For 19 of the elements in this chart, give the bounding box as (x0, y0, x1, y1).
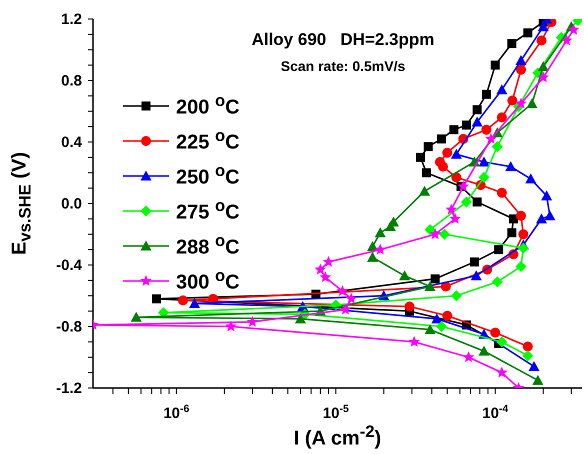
x-tick-label: 10$^{-6}$ (163, 403, 190, 422)
y-tick-label: -1.2 (56, 380, 82, 397)
text: Alloy 690 DH=2.3ppm (250, 30, 436, 50)
y-tick-label: -0.8 (56, 318, 82, 336)
legend-label: 200 $^{o}$C (176, 91, 240, 120)
y-tick-label: 0.4 (61, 134, 83, 151)
y-tick-label: 0.0 (61, 196, 82, 212)
x-tick-label: 10$^{-5}$ (322, 403, 349, 422)
y-tick-label: 1.2 (61, 11, 82, 28)
legend-label: 300 $^{o}$C (176, 266, 240, 295)
y-tick-label: -0.4 (56, 257, 83, 274)
text: Scan rate: 0.5mV/s (280, 58, 406, 74)
legend-label: 250 $^{o}$C (176, 161, 240, 190)
x-axis-title: I (A cm$^{-2}$) (292, 422, 382, 451)
legend-label: 275 $^{o}$C (176, 196, 240, 225)
x-tick-label: 10$^{-4}$ (482, 403, 508, 422)
legend-label: 225 $^{o}$C (176, 126, 240, 155)
legend-label: 288 $^{o}$C (176, 231, 240, 260)
y-tick-label: 0.8 (61, 72, 82, 90)
